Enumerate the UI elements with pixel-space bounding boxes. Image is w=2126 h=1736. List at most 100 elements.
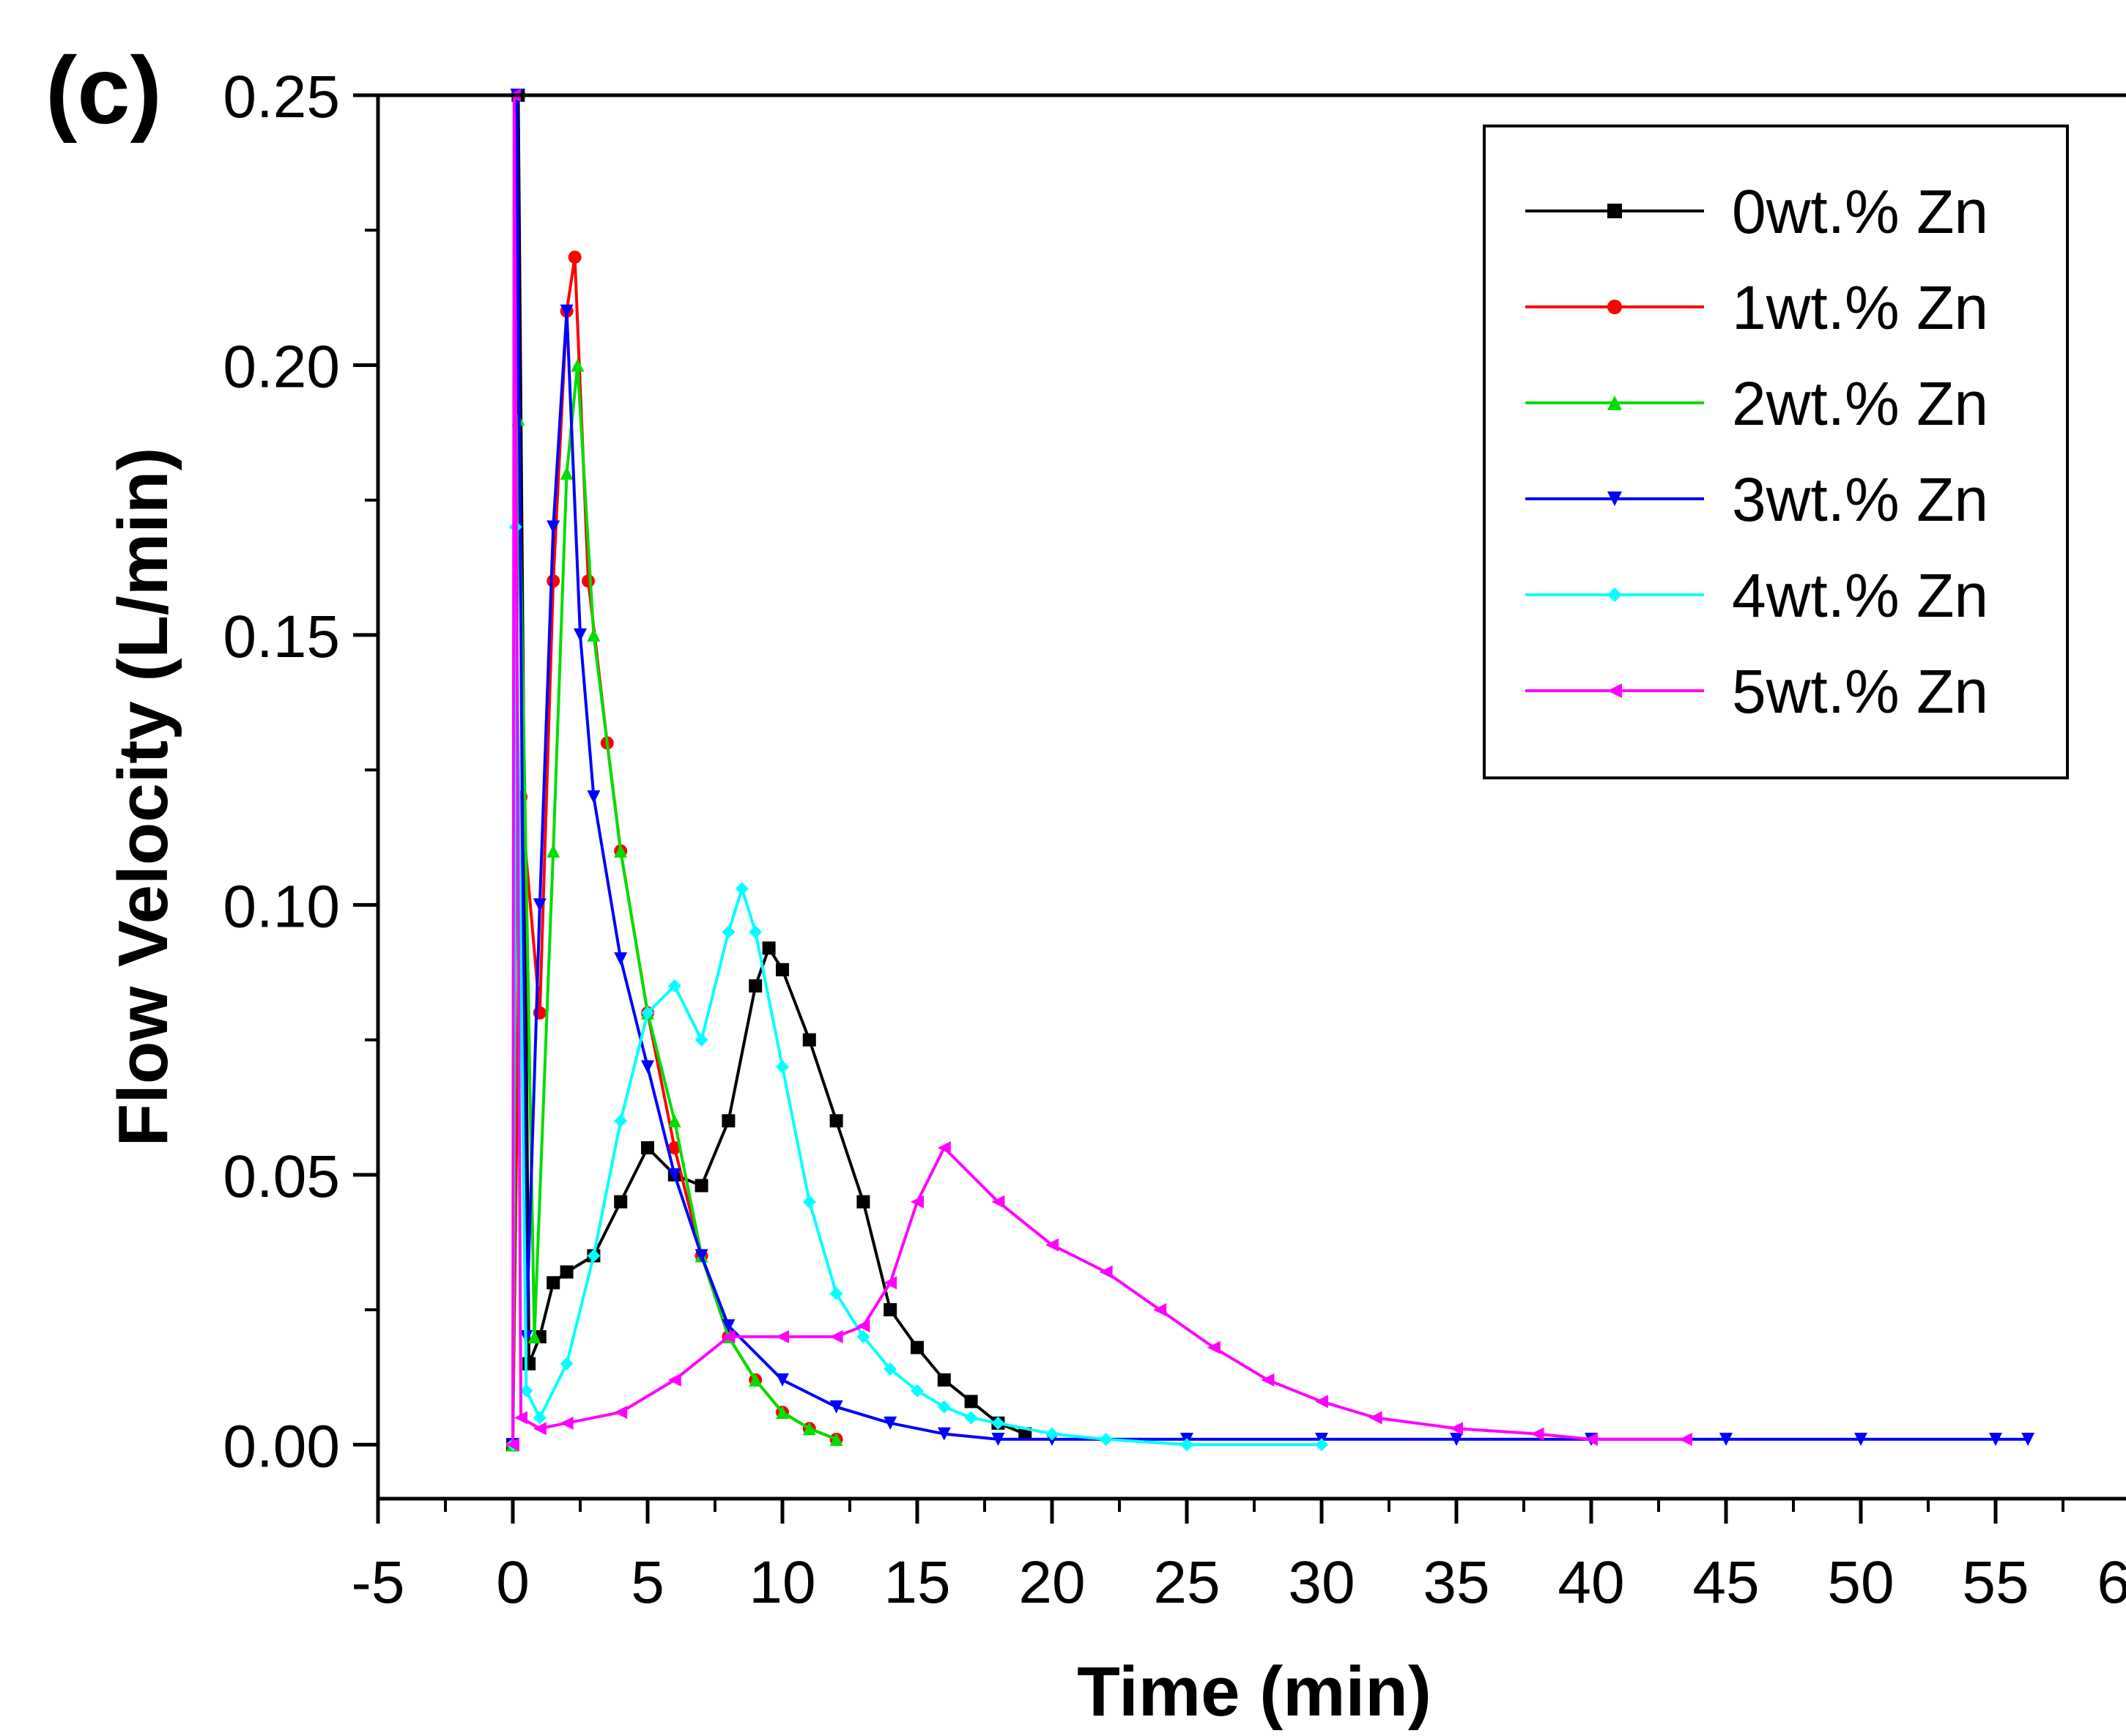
data-point [1450,1432,1463,1446]
data-point [991,1195,1005,1209]
series-1 [506,251,843,1452]
axes: -5 0 5 10 15 20 25 30 35 40 45 50 55 60 0.00 0.05 0.10 0.… [223,64,2126,1616]
data-point [802,1422,816,1436]
legend-label: 3wt.% Zn [1732,465,1988,534]
legend-entry: 0wt.% Zn [1525,177,1988,246]
x-tick-label: 20 [1018,1549,1085,1616]
data-point [560,466,574,480]
data-point [695,1033,708,1047]
data-point [614,952,628,966]
legend-marker [1607,204,1622,218]
data-point [582,574,596,588]
data-point [1153,1303,1167,1317]
plot-marks [506,89,2035,1452]
data-point [667,979,681,993]
legend-label: 0wt.% Zn [1732,177,1988,246]
data-point [1207,1340,1221,1354]
data-point [1678,1432,1692,1446]
data-point [641,1006,654,1020]
legend-entry: 1wt.% Zn [1525,273,1988,342]
legend-label: 2wt.% Zn [1732,369,1988,438]
data-point [1045,1238,1059,1252]
data-point [829,1432,843,1446]
legend-label: 4wt.% Zn [1732,561,1988,630]
y-tick-label: 0.15 [223,604,340,670]
series-4 [506,520,1328,1452]
x-tick-label: 50 [1827,1549,1894,1616]
series-5 [506,89,1692,1452]
data-point [722,1114,736,1128]
data-point [506,1438,519,1452]
data-point [1315,1395,1328,1409]
legend-marker [1607,300,1622,314]
data-point [522,1357,536,1370]
data-point [695,1249,708,1263]
data-point [547,574,560,588]
data-point [776,962,789,976]
data-point [667,1373,681,1387]
x-tick-label: 25 [1153,1549,1220,1616]
y-tick-label: 0.05 [223,1143,340,1210]
data-point [614,1114,628,1128]
y-tick-label: 0.00 [223,1413,340,1480]
data-point [749,979,763,993]
x-tick-label: 35 [1423,1549,1489,1616]
data-point [991,1416,1005,1430]
series-line [511,363,837,1445]
data-point [911,1340,924,1354]
data-point [641,1060,654,1074]
x-tick-label: 10 [749,1549,815,1616]
y-tick-label: 0.10 [223,873,340,940]
data-point [514,1411,528,1425]
data-point [802,1195,816,1209]
y-axis-title: Flow Velocity (L/min) [104,448,182,1147]
data-point [1368,1411,1382,1425]
series-line [511,94,1686,1445]
data-point [776,1373,789,1387]
series-line [511,94,1026,1445]
x-tick-label: -5 [352,1549,405,1616]
data-point [533,1411,547,1425]
data-point [574,628,587,642]
legend-box [1483,125,2069,779]
data-point [937,1427,951,1441]
y-tick-label: 0.25 [223,64,340,130]
data-point [587,628,601,642]
x-tick-label: 55 [1962,1549,2029,1616]
x-tick-label: 30 [1288,1549,1355,1616]
legend-marker [1607,587,1622,602]
data-point [749,925,763,939]
data-point [560,304,574,318]
legend-entry: 5wt.% Zn [1525,657,1988,726]
data-point [614,844,628,858]
series-0 [506,89,1032,1452]
series-line [511,525,1322,1447]
x-axis-title: Time (min) [1077,1652,1431,1731]
data-point [1261,1373,1275,1387]
data-point [641,1141,654,1154]
data-point [964,1395,978,1409]
data-point [587,1249,601,1263]
data-point [614,1195,628,1209]
data-point [1530,1427,1544,1441]
data-point [587,790,601,804]
series-3 [506,89,2035,1452]
data-point [856,1195,870,1209]
legend-marker [1607,683,1622,698]
data-point [884,1416,897,1430]
legend-entry: 2wt.% Zn [1525,369,1988,438]
data-point [856,1329,870,1343]
data-point [722,925,736,939]
data-point [991,1432,1005,1446]
legend-entry: 3wt.% Zn [1525,465,1988,534]
data-point [802,1033,816,1047]
data-point [884,1276,897,1290]
data-point [1450,1422,1463,1436]
data-point [776,1329,789,1343]
data-point [884,1362,897,1376]
data-point [911,1384,924,1398]
data-point [667,1114,681,1128]
data-point [1719,1432,1733,1446]
x-tick-label: 45 [1692,1549,1759,1616]
